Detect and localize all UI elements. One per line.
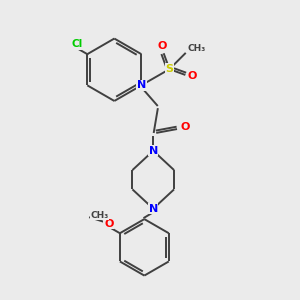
Text: N: N	[137, 80, 146, 90]
Text: S: S	[166, 64, 174, 74]
Text: N: N	[148, 204, 158, 214]
Text: CH₃: CH₃	[91, 211, 109, 220]
Text: O: O	[181, 122, 190, 132]
Text: O: O	[158, 41, 167, 51]
Text: Cl: Cl	[72, 40, 83, 50]
Text: O: O	[188, 71, 197, 81]
Text: O: O	[104, 219, 113, 229]
Text: N: N	[148, 146, 158, 156]
Text: CH₃: CH₃	[187, 44, 206, 53]
